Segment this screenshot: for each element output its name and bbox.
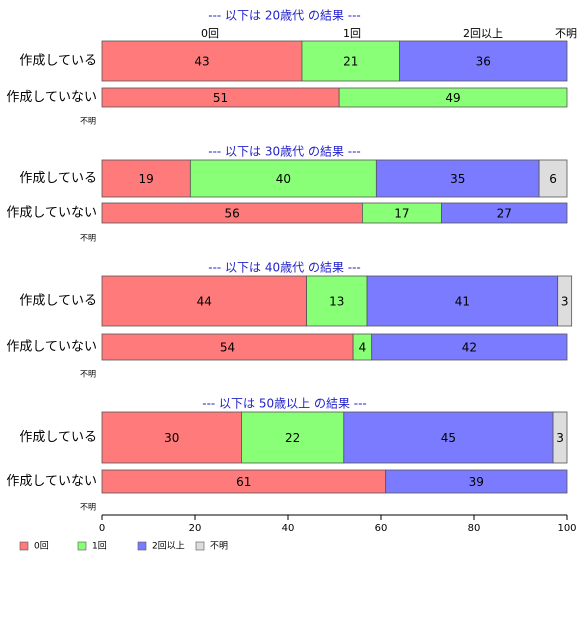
bar-segment <box>366 275 559 327</box>
x-tick-label: 60 <box>375 523 388 534</box>
data-label: 45 <box>441 431 456 445</box>
data-label: 30 <box>164 431 179 445</box>
bar-segment <box>552 411 568 464</box>
bar-segment <box>101 275 308 327</box>
bar-segment <box>399 40 568 82</box>
bar-segment <box>301 40 401 82</box>
row-label: 作成していない <box>6 206 97 221</box>
bar-segment <box>189 159 377 198</box>
bar-segment <box>343 411 554 464</box>
panel-title: --- 以下は 40歳代 の結果 --- <box>208 261 361 275</box>
data-label: 39 <box>469 475 484 489</box>
data-label: 41 <box>455 295 470 309</box>
unknown-row-label: 不明 <box>80 117 96 126</box>
bar-segment <box>241 411 345 464</box>
data-label: 49 <box>445 91 460 105</box>
column-header: 2回以上 <box>463 27 503 40</box>
panel-title: --- 以下は 30歳代 の結果 --- <box>208 145 361 159</box>
bar-segment <box>538 159 568 198</box>
data-label: 51 <box>213 91 228 105</box>
bar-segment <box>101 159 191 198</box>
legend-label: 1回 <box>92 541 107 552</box>
bar-segment <box>101 40 303 82</box>
bar-segment <box>375 159 540 198</box>
data-label: 6 <box>549 172 557 186</box>
bar-segment <box>385 469 568 494</box>
data-label: 3 <box>561 295 569 309</box>
x-tick-label: 100 <box>557 523 576 534</box>
legend-label: 0回 <box>34 541 49 552</box>
data-label: 35 <box>450 172 465 186</box>
x-tick-label: 80 <box>468 523 481 534</box>
row-label: 作成していない <box>6 340 97 355</box>
panel-title: --- 以下は 20歳代 の結果 --- <box>208 9 361 23</box>
data-label: 17 <box>394 207 409 221</box>
row-label: 作成している <box>19 430 97 445</box>
legend-swatch <box>137 541 147 551</box>
data-label: 21 <box>343 55 358 69</box>
data-label: 42 <box>462 341 477 355</box>
row-label: 作成している <box>19 171 97 186</box>
legend-swatch <box>77 541 87 551</box>
data-label: 27 <box>497 207 512 221</box>
unknown-row-label: 不明 <box>80 503 96 512</box>
row-label: 作成していない <box>6 474 97 489</box>
column-header: 1回 <box>343 27 361 40</box>
panel-title: --- 以下は 50歳以上 の結果 --- <box>202 397 367 411</box>
bar-segment <box>441 202 568 224</box>
data-label: 22 <box>285 431 300 445</box>
unknown-row-label: 不明 <box>80 370 96 379</box>
row-label: 作成していない <box>6 90 97 105</box>
bar-segment <box>338 87 568 108</box>
legend-label: 2回以上 <box>152 541 185 552</box>
data-label: 13 <box>329 295 344 309</box>
row-label: 作成している <box>19 294 97 309</box>
bar-segment <box>306 275 368 327</box>
data-label: 19 <box>139 172 154 186</box>
legend-swatch <box>19 541 29 551</box>
legend-label: 不明 <box>210 541 228 552</box>
bar-segment <box>101 411 242 464</box>
x-tick-label: 0 <box>99 523 105 534</box>
data-label: 36 <box>476 55 491 69</box>
data-label: 56 <box>225 207 240 221</box>
bar-segment <box>371 333 568 361</box>
column-header: 0回 <box>201 27 219 40</box>
bar-segment <box>557 275 573 327</box>
data-label: 54 <box>220 341 235 355</box>
x-tick-label: 20 <box>189 523 202 534</box>
legend-swatch <box>195 541 205 551</box>
data-label: 4 <box>359 341 367 355</box>
data-label: 44 <box>197 295 212 309</box>
x-tick-label: 40 <box>282 523 295 534</box>
data-label: 61 <box>236 475 251 489</box>
data-label: 40 <box>276 172 291 186</box>
data-label: 3 <box>556 431 564 445</box>
row-label: 作成している <box>19 54 97 69</box>
unknown-row-label: 不明 <box>80 234 96 243</box>
data-label: 43 <box>194 55 209 69</box>
column-header: 不明 <box>555 27 577 40</box>
